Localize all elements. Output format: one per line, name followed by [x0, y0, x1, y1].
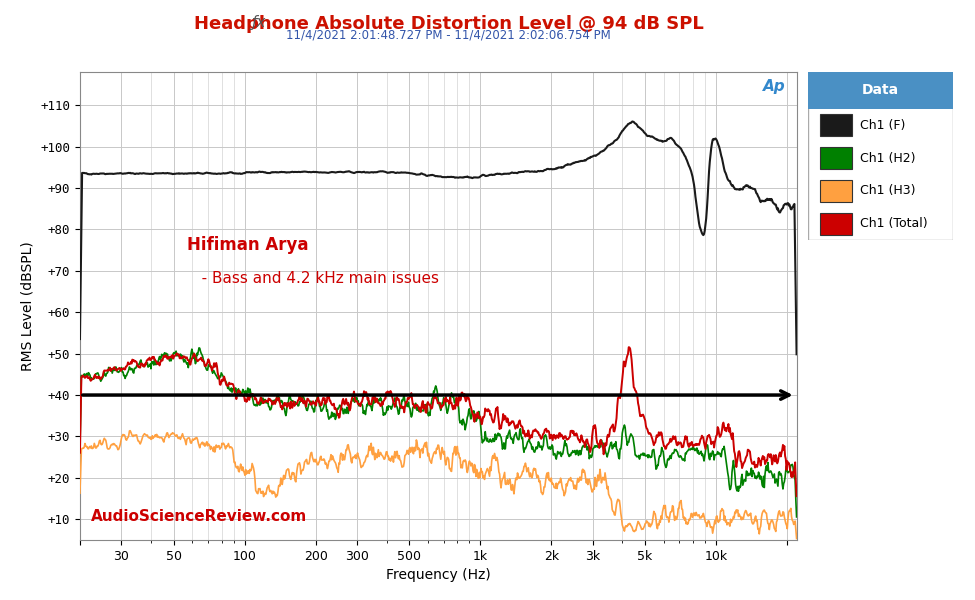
Y-axis label: RMS Level (dBSPL): RMS Level (dBSPL)	[20, 241, 35, 371]
Text: Ch1 (H2): Ch1 (H2)	[860, 152, 916, 164]
X-axis label: Frequency (Hz): Frequency (Hz)	[386, 568, 490, 582]
Text: Hifiman Arya: Hifiman Arya	[187, 236, 309, 254]
Bar	[820, 180, 851, 202]
Text: 11/4/2021 2:01:48.727 PM - 11/4/2021 2:02:06.754 PM: 11/4/2021 2:01:48.727 PM - 11/4/2021 2:0…	[286, 29, 611, 42]
Bar	[820, 213, 851, 235]
Text: ƒx: ƒx	[252, 15, 265, 30]
Text: AudioScienceReview.com: AudioScienceReview.com	[91, 509, 307, 524]
Text: Ch1 (Total): Ch1 (Total)	[860, 217, 928, 230]
Text: Ch1 (H3): Ch1 (H3)	[860, 184, 916, 197]
FancyBboxPatch shape	[808, 72, 953, 109]
Text: - Bass and 4.2 kHz main issues: - Bass and 4.2 kHz main issues	[187, 271, 440, 286]
Text: Ch1 (F): Ch1 (F)	[860, 119, 906, 132]
Bar	[820, 115, 851, 136]
FancyBboxPatch shape	[808, 72, 953, 240]
Text: Headphone Absolute Distortion Level @ 94 dB SPL: Headphone Absolute Distortion Level @ 94…	[194, 15, 703, 33]
Text: Ap: Ap	[763, 79, 786, 94]
Text: Data: Data	[862, 83, 899, 97]
Bar	[820, 147, 851, 169]
